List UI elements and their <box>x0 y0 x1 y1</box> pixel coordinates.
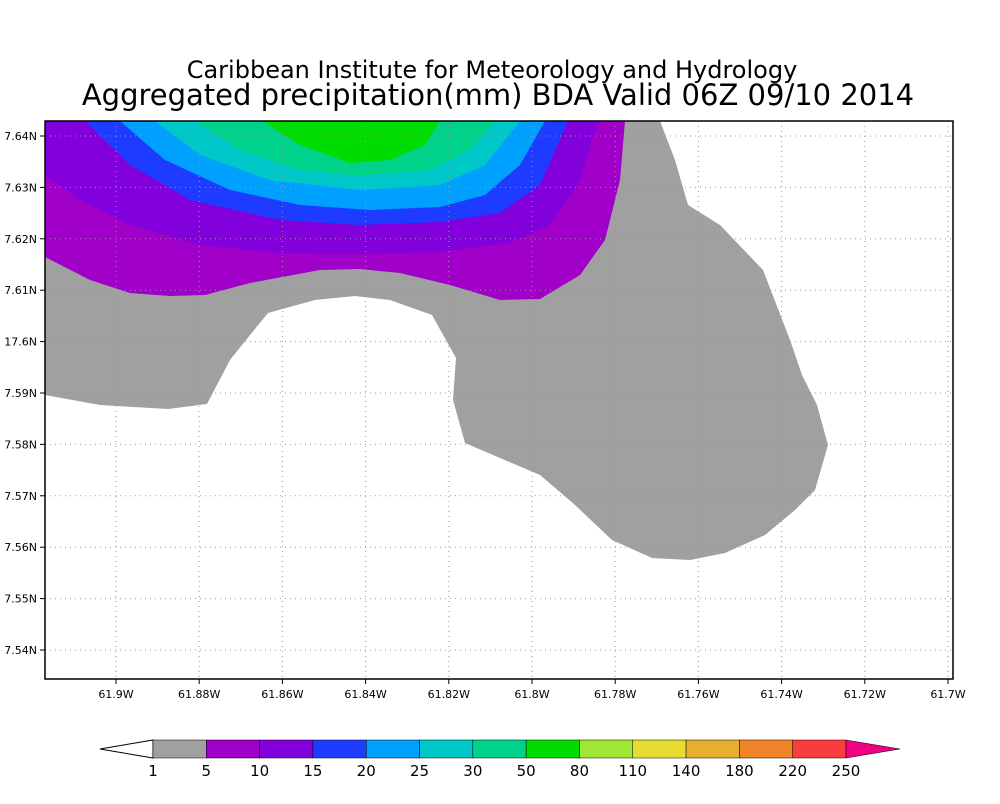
colorbar-under <box>99 739 154 759</box>
colorbar-label: 140 <box>672 762 701 780</box>
y-tick-label: 7.54N <box>4 644 37 657</box>
x-tick-label: 61.7W <box>930 688 965 701</box>
colorbar-label: 110 <box>618 762 647 780</box>
colorbar-box <box>472 739 527 759</box>
colorbar-box <box>419 739 474 759</box>
colorbar-label: 30 <box>463 762 482 780</box>
x-tick-label: 61.9W <box>98 688 133 701</box>
colorbar-label: 250 <box>832 762 861 780</box>
colorbar-label: 10 <box>250 762 269 780</box>
colorbar: 1 5 10 15 20 25 30 50 80 110 140 180 220 250 <box>99 739 901 780</box>
colorbar-label: 1 <box>148 762 158 780</box>
colorbar-label: 20 <box>357 762 376 780</box>
x-tick-label: 61.82W <box>428 688 470 701</box>
colorbar-box <box>259 739 314 759</box>
x-tick-label: 61.84W <box>344 688 386 701</box>
y-tick-label: 7.56N <box>4 541 37 554</box>
colorbar-over <box>845 739 901 759</box>
y-tick-label: 7.58N <box>4 438 37 451</box>
y-tick-label: 7.57N <box>4 490 37 503</box>
colorbar-label: 25 <box>410 762 429 780</box>
contours <box>45 121 828 560</box>
x-tick-label: 61.76W <box>677 688 719 701</box>
colorbar-box <box>579 739 634 759</box>
colorbar-label: 15 <box>303 762 322 780</box>
title: Caribbean Institute for Meteorology and … <box>187 56 798 84</box>
colorbar-label: 5 <box>202 762 212 780</box>
x-tick-label: 61.8W <box>514 688 549 701</box>
y-tick-label: 7.61N <box>4 284 37 297</box>
x-tick-label: 61.74W <box>760 688 802 701</box>
colorbar-box <box>632 739 687 759</box>
y-tick-label: 7.59N <box>4 387 37 400</box>
axis-labels: 61.9W 61.88W 61.86W 61.84W 61.82W 61.8W 61.78W… <box>4 130 966 701</box>
x-tick-label: 61.72W <box>844 688 886 701</box>
colorbar-box <box>739 739 793 759</box>
colorbar-box <box>152 739 207 759</box>
colorbar-label: 50 <box>517 762 536 780</box>
plot-frame <box>44 120 954 680</box>
x-tick-label: 61.86W <box>261 688 303 701</box>
colorbar-box <box>685 739 740 759</box>
colorbar-box <box>525 739 580 759</box>
colorbar-box <box>365 739 420 759</box>
colorbar-label: 80 <box>570 762 589 780</box>
y-tick-label: 7.62N <box>4 233 37 246</box>
y-tick-label: 7.64N <box>4 130 37 143</box>
x-tick-label: 61.78W <box>594 688 636 701</box>
colorbar-box <box>792 739 847 759</box>
y-tick-label: 7.55N <box>4 593 37 606</box>
x-tick-label: 61.88W <box>178 688 220 701</box>
colorbar-label: 180 <box>725 762 754 780</box>
subtitle: Aggregated precipitation(mm) BDA Valid 0… <box>82 78 914 112</box>
y-tick-label: 17.6N <box>4 336 37 349</box>
y-tick-label: 7.63N <box>4 181 37 194</box>
grid <box>40 121 953 684</box>
colorbar-box <box>206 739 260 759</box>
band-50 <box>262 121 440 163</box>
colorbar-label: 220 <box>778 762 807 780</box>
colorbar-box <box>312 739 367 759</box>
